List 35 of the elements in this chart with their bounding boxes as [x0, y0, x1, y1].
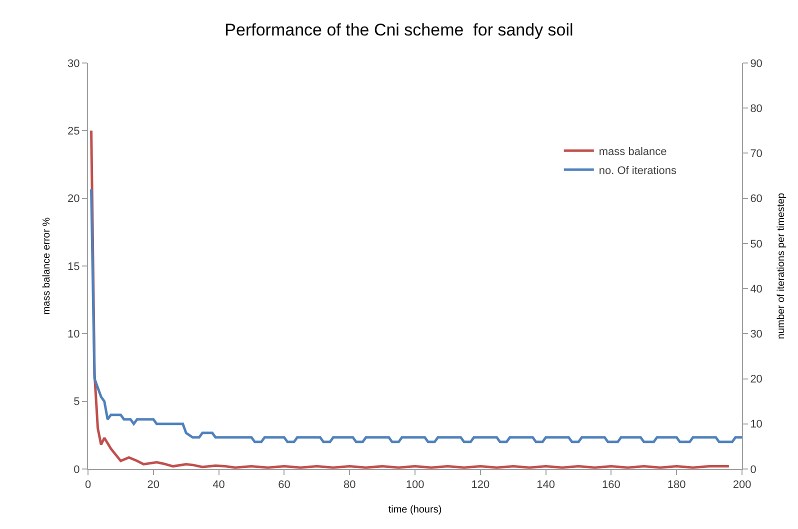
y2-tick-label: 20 [750, 374, 762, 386]
y2-tick-label: 40 [750, 283, 762, 296]
x-tick-label: 160 [602, 479, 620, 492]
chart-title: Performance of the Cni scheme for sandy soil [224, 20, 574, 40]
line-series [90, 188, 742, 444]
x-tick-label: 140 [536, 479, 555, 492]
y2-tick-label: 90 [750, 58, 762, 70]
y-tick-label: 0 [74, 464, 80, 476]
y2-tick-label: 0 [750, 464, 756, 476]
x-tick-label: 80 [343, 479, 356, 492]
x-tick-label: 180 [667, 479, 686, 492]
x-tick-label: 200 [732, 479, 752, 492]
x-axis-title: time (hours) [388, 504, 442, 516]
y-tick-label: 15 [68, 260, 80, 273]
y-tick-label: 10 [68, 328, 80, 341]
x-tick-label: 20 [147, 479, 160, 492]
legend-label: mass balance [598, 146, 667, 158]
legend-label: no. Of iterations [598, 164, 678, 177]
y-axis-title: mass balance error % [42, 217, 53, 315]
x-tick-label: 40 [212, 479, 225, 492]
x-tick-label: 60 [278, 479, 290, 492]
y2-tick-label: 50 [750, 238, 762, 250]
y2-tick-label: 80 [750, 102, 762, 115]
y2-axis-title: number of iterations per timestep [776, 192, 787, 340]
y-tick-label: 20 [68, 193, 80, 206]
x-tick-label: 100 [406, 479, 424, 492]
y2-tick-label: 10 [750, 418, 762, 431]
y2-tick-label: 60 [750, 193, 762, 206]
x-tick-label: 0 [84, 479, 92, 492]
y-tick-label: 30 [68, 58, 80, 70]
y2-tick-label: 70 [750, 148, 762, 160]
y2-tick-label: 30 [750, 328, 762, 341]
y-tick-label: 5 [74, 396, 80, 408]
x-tick-label: 120 [471, 479, 490, 492]
y-tick-label: 25 [68, 126, 80, 138]
